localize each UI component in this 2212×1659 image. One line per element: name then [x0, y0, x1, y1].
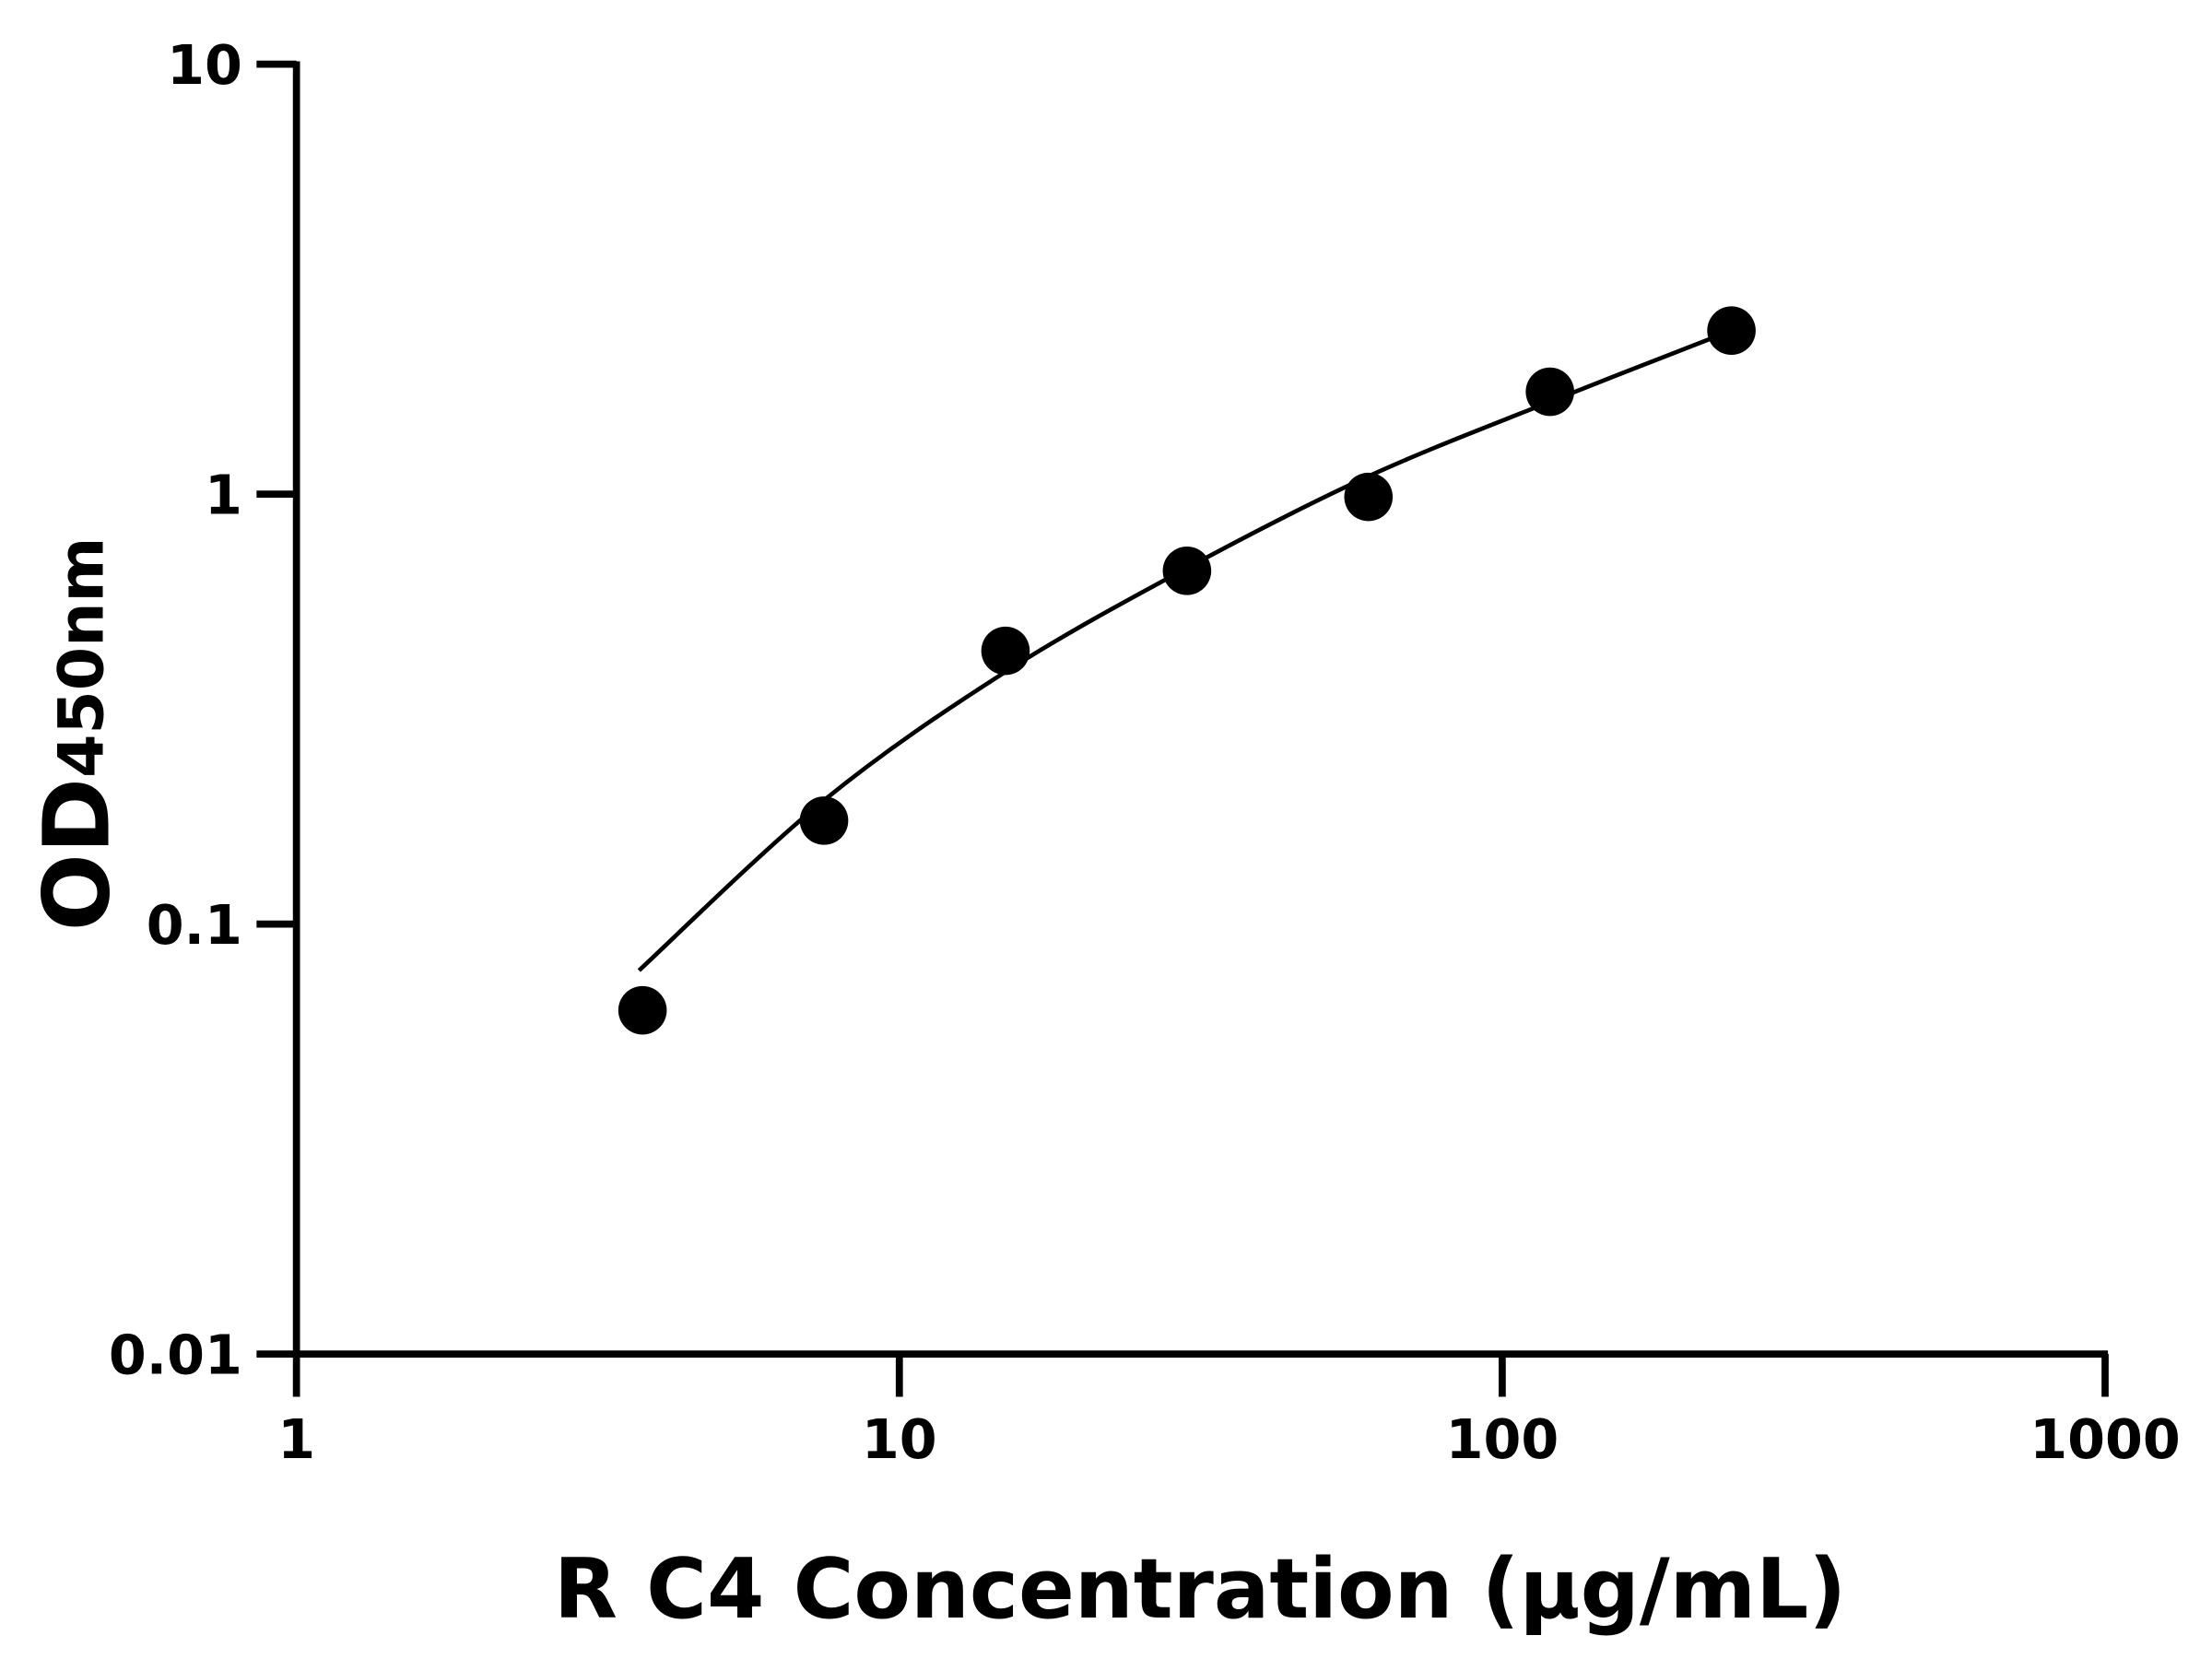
- data-point: [1525, 367, 1574, 417]
- y-axis-label: OD450nm: [25, 537, 131, 932]
- x-axis-label: R C4 Concentration (µg/mL): [554, 1542, 1846, 1638]
- y-ticks: 0.01 0.1 1 10: [109, 33, 297, 1387]
- y-tick-label: 0.01: [109, 1324, 242, 1387]
- x-tick-label: 10: [862, 1407, 937, 1471]
- y-tick-label: 10: [167, 33, 242, 97]
- y-axis-label-main: OD: [25, 778, 131, 931]
- x-tick-label: 100: [1446, 1407, 1559, 1471]
- x-tick-label: 1000: [2030, 1407, 2181, 1471]
- y-axis-label-sub: 450nm: [45, 537, 118, 778]
- data-point: [981, 626, 1030, 676]
- axes: [292, 61, 2109, 1358]
- fit-curve: [637, 328, 1733, 972]
- y-tick-label: 1: [205, 464, 242, 527]
- data-point: [799, 796, 849, 845]
- data-points: [618, 306, 1756, 1035]
- data-point: [618, 985, 667, 1035]
- data-point: [1162, 547, 1212, 595]
- data-point: [1344, 472, 1394, 522]
- x-tick-label: 1: [277, 1407, 315, 1471]
- x-ticks: 1 10 100 1000: [277, 1354, 2181, 1471]
- data-point: [1707, 306, 1756, 356]
- y-tick-label: 0.1: [147, 893, 242, 957]
